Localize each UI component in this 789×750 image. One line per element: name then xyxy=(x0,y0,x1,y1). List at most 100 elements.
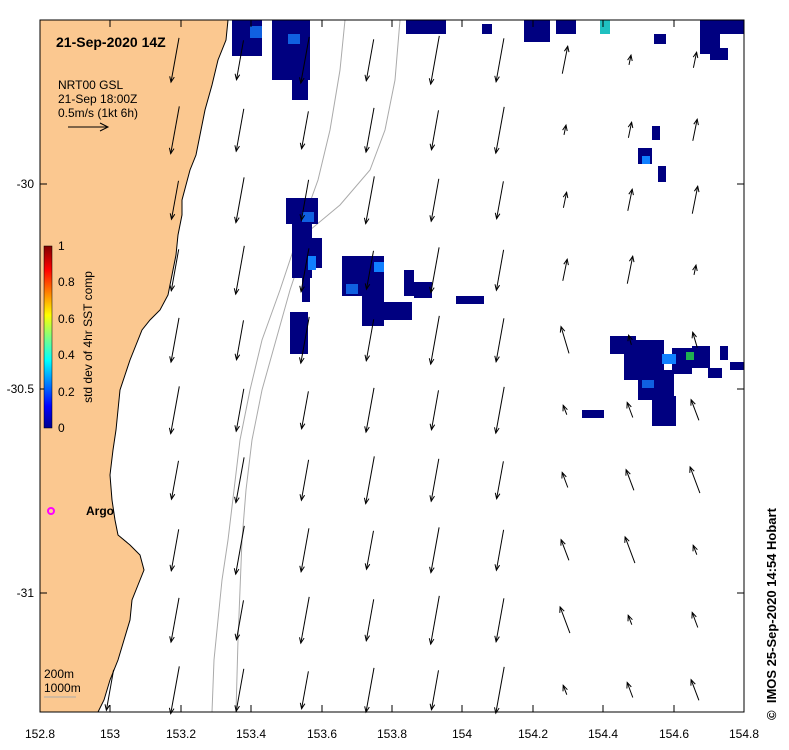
current-vector xyxy=(105,669,115,711)
current-vector-head xyxy=(429,423,436,431)
current-vector-head xyxy=(299,565,305,573)
current-vector xyxy=(170,386,180,434)
current-vector-head xyxy=(562,190,569,199)
current-vector xyxy=(365,456,375,504)
x-axis-labels: 152.8 153 153.2 153.4 153.6 153.8 154 15… xyxy=(25,727,759,741)
current-vector xyxy=(300,596,310,644)
current-vector xyxy=(627,189,633,211)
current-vector-head xyxy=(429,143,436,151)
current-vector-head xyxy=(299,77,305,85)
current-vector xyxy=(689,466,701,494)
current-vector xyxy=(365,319,375,361)
current-vector-head xyxy=(561,471,567,479)
current-vector-head xyxy=(299,422,306,430)
isobath-legend: 200m 1000m xyxy=(44,667,81,698)
current-vector xyxy=(626,256,634,284)
current-vector-head xyxy=(233,288,240,296)
colorbar-tick: 1 xyxy=(58,239,65,253)
current-vector-head xyxy=(494,147,500,155)
current-vector xyxy=(365,39,375,81)
current-vector xyxy=(170,249,180,291)
x-tick-label: 154.8 xyxy=(729,727,759,741)
current-vector xyxy=(170,597,180,643)
current-vector-head xyxy=(693,185,700,193)
current-vector-head xyxy=(299,214,306,222)
current-vector xyxy=(235,668,245,712)
current-vector xyxy=(300,316,310,364)
current-vector xyxy=(300,248,310,292)
legend-scale: 0.5m/s (1kt 6h) xyxy=(58,106,138,120)
current-vector-head xyxy=(234,145,240,153)
current-vector xyxy=(235,525,245,575)
x-tick-label: 154.6 xyxy=(659,727,689,741)
current-vector xyxy=(366,530,374,570)
current-vector-head xyxy=(429,703,436,711)
current-vector-head xyxy=(562,404,568,412)
current-vector xyxy=(562,259,568,281)
y-axis-labels: -30 -30.5 -31 xyxy=(7,177,35,600)
current-vector-head xyxy=(234,496,240,504)
x-tick-label: 153.4 xyxy=(236,727,266,741)
current-vector xyxy=(691,186,699,214)
current-vector xyxy=(496,181,504,219)
vector-legend: NRT00 GSL 21-Sep 18:00Z 0.5m/s (1kt 6h) xyxy=(58,78,138,132)
current-vector xyxy=(628,55,632,65)
colorbar-tick: 0.6 xyxy=(58,312,75,326)
current-vector xyxy=(300,528,310,572)
current-vector-head xyxy=(234,425,240,433)
colorbar: 0 0.2 0.4 0.6 0.8 1 std dev of 4hr SST c… xyxy=(43,239,95,435)
current-vector-head xyxy=(494,564,501,572)
current-vector xyxy=(365,599,375,641)
current-vector-head xyxy=(563,45,570,53)
copyright-icon: © xyxy=(764,710,779,720)
current-vector xyxy=(690,399,700,421)
current-vector-head xyxy=(168,427,175,435)
current-vector xyxy=(559,606,571,634)
current-vector-head xyxy=(627,120,634,129)
current-vector xyxy=(235,457,245,503)
current-vector-head xyxy=(364,146,370,154)
current-vector xyxy=(170,317,180,363)
current-vector-head xyxy=(692,544,698,552)
current-vector-head xyxy=(364,354,371,362)
current-vector-head xyxy=(494,75,500,83)
current-vector-head xyxy=(625,468,631,476)
current-vector-head xyxy=(560,538,566,546)
current-vector-head xyxy=(428,78,435,86)
current-vector xyxy=(235,245,245,295)
x-tick-label: 152.8 xyxy=(25,727,55,741)
x-tick-label: 153.2 xyxy=(166,727,196,741)
current-vector-head xyxy=(299,637,305,645)
current-vector-head xyxy=(299,357,305,365)
current-vector xyxy=(625,469,635,491)
isobath-label-200m: 200m xyxy=(44,667,74,681)
x-tick-label: 154.2 xyxy=(518,727,548,741)
current-vector-head xyxy=(233,568,240,576)
current-vector-head xyxy=(429,495,435,503)
colorbar-ramp xyxy=(43,245,53,429)
current-vector xyxy=(626,402,634,418)
credit-line: © IMOS 25-Sep-2020 14:54 Hobart xyxy=(764,508,779,720)
current-vector-head xyxy=(234,705,240,713)
current-vector xyxy=(430,247,440,293)
current-vector-head xyxy=(692,263,698,272)
current-vector-head xyxy=(689,465,695,473)
colorbar-tick: 0.4 xyxy=(58,348,75,362)
current-vector xyxy=(495,598,505,642)
current-vector xyxy=(301,391,309,429)
current-vector-head xyxy=(691,611,697,619)
current-vector-head xyxy=(494,707,500,715)
current-vector-head xyxy=(494,427,500,435)
current-vector-head xyxy=(429,566,435,574)
current-vector-head xyxy=(364,283,371,291)
current-vector-head xyxy=(428,638,435,646)
current-vector-head xyxy=(234,633,241,641)
current-vector xyxy=(431,390,439,430)
current-vector xyxy=(300,459,310,501)
x-tick-label: 154 xyxy=(452,727,472,741)
current-vector xyxy=(430,527,440,573)
current-vector-head xyxy=(169,76,175,84)
current-vector xyxy=(495,529,505,571)
current-vector xyxy=(495,666,505,714)
current-vector-head xyxy=(626,401,632,409)
